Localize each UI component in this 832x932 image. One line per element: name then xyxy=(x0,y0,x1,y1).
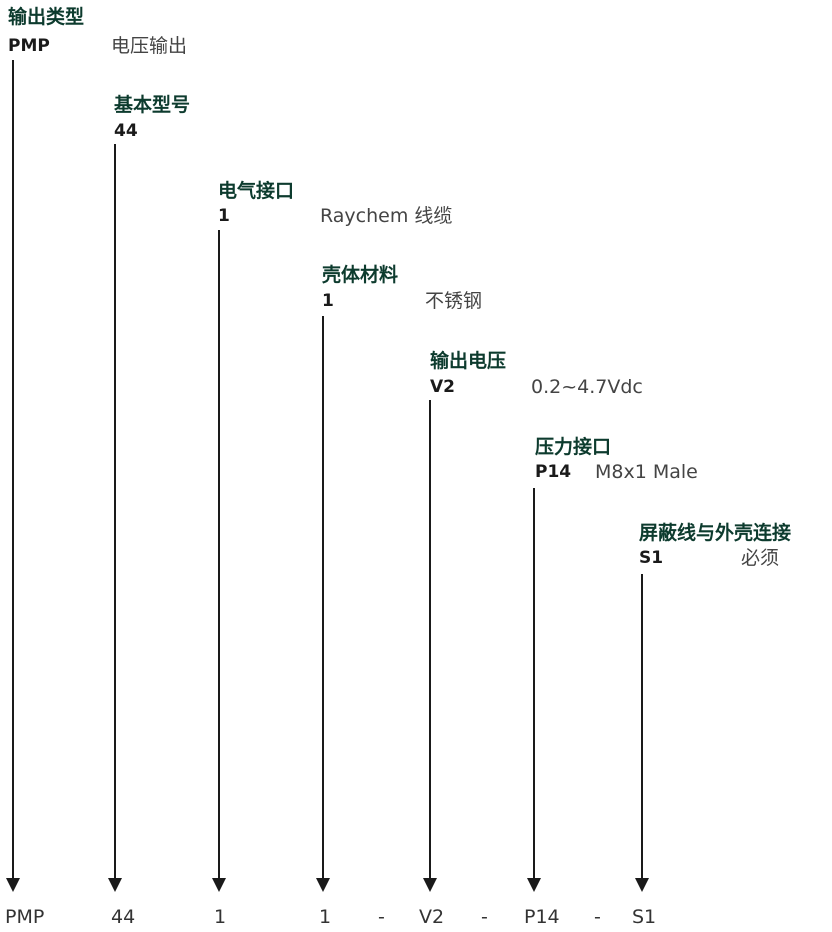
segment-title-shield-connection: 屏蔽线与外壳连接 xyxy=(639,522,792,544)
segment-title-output-type: 输出类型 xyxy=(8,6,85,28)
arrow-electrical-interface xyxy=(212,230,226,892)
segment-code-housing-material: 1 xyxy=(322,291,334,311)
segment-code-shield-connection: S1 xyxy=(639,548,664,568)
bottom-separator: - xyxy=(594,906,601,928)
segment-desc-output-type: 电压输出 xyxy=(111,35,188,57)
arrowhead-icon xyxy=(423,878,437,892)
bottom-separator: - xyxy=(378,906,385,928)
arrow-output-type xyxy=(6,60,20,892)
bottom-code-output-type: PMP xyxy=(5,906,45,928)
bottom-code-basic-model: 44 xyxy=(111,906,136,928)
bottom-code-pressure-port: P14 xyxy=(524,906,560,928)
segment-desc-shield-connection: 必须 xyxy=(741,547,780,569)
arrowhead-icon xyxy=(212,878,226,892)
segment-code-output-voltage: V2 xyxy=(430,377,455,397)
segment-desc-housing-material: 不锈钢 xyxy=(425,290,483,312)
arrow-output-voltage xyxy=(423,400,437,892)
segment-desc-electrical-interface: Raychem 线缆 xyxy=(320,205,453,227)
arrowhead-icon xyxy=(108,878,122,892)
segment-desc-pressure-port: M8x1 Male xyxy=(595,461,698,483)
bottom-code-output-voltage: V2 xyxy=(419,906,445,928)
segment-desc-output-voltage: 0.2~4.7Vdc xyxy=(531,376,643,398)
segment-title-electrical-interface: 电气接口 xyxy=(218,180,295,202)
bottom-separator: - xyxy=(481,906,488,928)
arrowhead-icon xyxy=(6,878,20,892)
arrowhead-icon xyxy=(316,878,330,892)
segment-title-housing-material: 壳体材料 xyxy=(322,264,399,286)
bottom-code-housing-material: 1 xyxy=(319,906,332,928)
arrowhead-icon xyxy=(527,878,541,892)
segment-title-pressure-port: 压力接口 xyxy=(535,436,612,458)
arrow-housing-material xyxy=(316,316,330,892)
bottom-code-shield-connection: S1 xyxy=(632,906,657,928)
arrow-basic-model xyxy=(108,144,122,892)
arrowhead-icon xyxy=(635,878,649,892)
bottom-code-electrical-interface: 1 xyxy=(214,906,227,928)
arrow-pressure-port xyxy=(527,488,541,892)
segment-code-basic-model: 44 xyxy=(114,121,138,141)
segment-title-basic-model: 基本型号 xyxy=(114,94,191,116)
segment-code-electrical-interface: 1 xyxy=(218,206,230,226)
segment-code-pressure-port: P14 xyxy=(535,462,572,482)
segment-code-output-type: PMP xyxy=(8,36,50,56)
arrow-shield-connection xyxy=(635,574,649,892)
segment-title-output-voltage: 输出电压 xyxy=(430,350,507,372)
